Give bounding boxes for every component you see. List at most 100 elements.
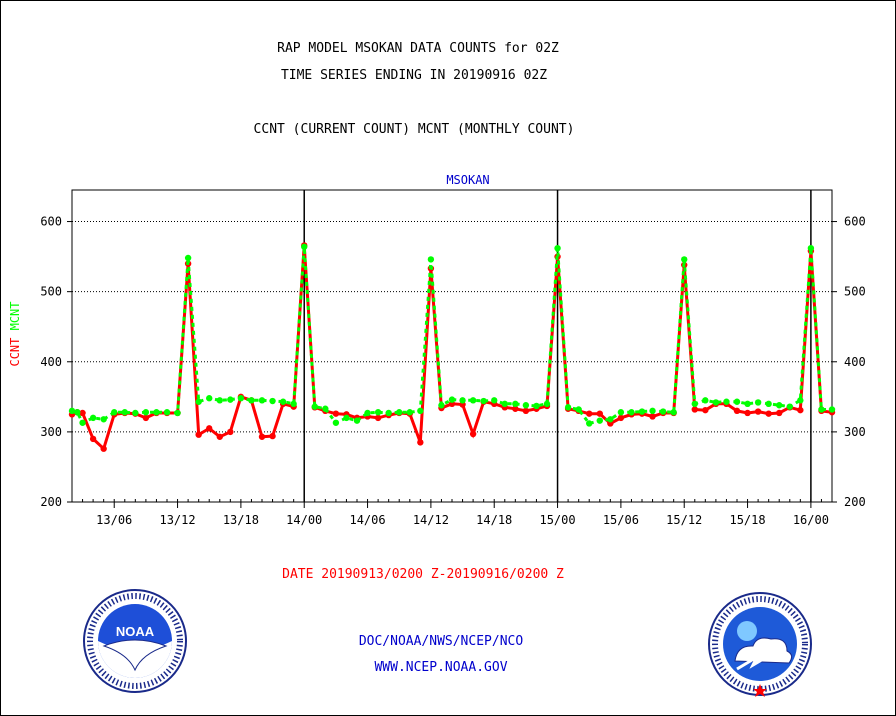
data-point-mcnt: [723, 398, 730, 405]
data-point-mcnt: [501, 400, 508, 408]
data-point-mcnt: [153, 409, 160, 416]
noaa-logo-icon: NOAA: [83, 589, 187, 693]
data-point-ccnt: [89, 435, 97, 443]
y-axis-label-mcnt: MCNT: [8, 301, 22, 330]
y-axis-label-ccnt: CCNT: [8, 330, 22, 366]
y-tick-label-left: 600: [40, 215, 62, 229]
data-point-mcnt: [417, 407, 424, 415]
data-point-mcnt: [237, 395, 245, 402]
chart-title-line1: RAP MODEL MSOKAN DATA COUNTS for 02Z: [277, 41, 559, 56]
data-point-mcnt: [512, 400, 519, 408]
data-point-ccnt: [649, 413, 656, 420]
data-point-mcnt: [184, 254, 192, 262]
data-point-mcnt: [74, 409, 81, 416]
data-point-mcnt: [322, 405, 329, 412]
data-point-ccnt: [269, 432, 276, 440]
data-point-mcnt: [765, 400, 772, 408]
data-point-mcnt: [142, 409, 150, 416]
data-point-mcnt: [248, 397, 255, 404]
data-point-mcnt: [438, 402, 445, 409]
data-point-mcnt: [279, 398, 287, 405]
data-point-mcnt: [754, 399, 762, 406]
y-tick-label-right: 600: [844, 215, 866, 229]
data-point-mcnt: [564, 404, 572, 411]
data-point-mcnt: [744, 400, 751, 408]
data-point-ccnt: [754, 408, 762, 415]
data-point-mcnt: [818, 406, 825, 413]
data-point-ccnt: [691, 406, 698, 413]
data-point-mcnt: [459, 397, 466, 404]
series-line-ccnt: [71, 245, 833, 452]
data-point-mcnt: [68, 407, 76, 415]
footer-org-line: DOC/NOAA/NWS/NCEP/NCO: [358, 634, 524, 649]
data-point-ccnt: [469, 430, 477, 438]
data-point-ccnt: [100, 445, 107, 452]
data-point-mcnt: [617, 409, 625, 416]
data-point-mcnt: [828, 406, 836, 413]
data-point-mcnt: [79, 419, 86, 426]
data-point-ccnt: [596, 410, 603, 417]
data-point-mcnt: [111, 409, 118, 416]
x-tick-label: 14/06: [349, 513, 385, 527]
data-point-mcnt: [448, 396, 456, 403]
data-point-mcnt: [427, 256, 435, 263]
plot-title: MSOKAN: [446, 173, 489, 187]
data-point-mcnt: [227, 396, 234, 403]
data-point-mcnt: [670, 409, 677, 416]
data-point-mcnt: [712, 399, 720, 406]
data-point-ccnt: [776, 409, 783, 417]
data-point-mcnt: [649, 407, 656, 415]
data-point-mcnt: [681, 256, 688, 263]
data-point-mcnt: [702, 397, 709, 404]
x-tick-label: 15/18: [729, 513, 765, 527]
data-point-mcnt: [797, 397, 804, 404]
data-point-ccnt: [733, 407, 741, 415]
chart-title-line2: TIME SERIES ENDING IN 20190916 02Z: [280, 68, 548, 83]
y-tick-label-right: 300: [844, 425, 866, 439]
data-point-mcnt: [374, 409, 382, 416]
data-point-ccnt: [142, 414, 150, 422]
x-tick-label: 14/12: [413, 513, 449, 527]
data-point-mcnt: [174, 409, 181, 417]
data-point-mcnt: [469, 397, 477, 404]
y-tick-label-left: 200: [40, 495, 62, 509]
chart-subtitle: CCNT (CURRENT COUNT) MCNT (MONTHLY COUNT…: [253, 122, 575, 137]
y-tick-label-left: 300: [40, 425, 62, 439]
data-point-mcnt: [554, 244, 561, 252]
nws-logo-icon: [708, 592, 812, 697]
data-point-mcnt: [311, 403, 318, 410]
data-point-ccnt: [617, 414, 625, 422]
data-point-mcnt: [638, 408, 646, 415]
data-point-mcnt: [121, 409, 128, 416]
data-point-mcnt: [385, 409, 392, 417]
date-range-label: DATE 20190913/0200 Z-20190916/0200 Z: [282, 567, 564, 582]
data-point-mcnt: [776, 402, 783, 409]
data-point-ccnt: [79, 409, 86, 417]
data-point-mcnt: [607, 416, 614, 423]
data-point-mcnt: [100, 416, 107, 423]
data-point-mcnt: [89, 414, 97, 422]
data-point-ccnt: [206, 425, 213, 432]
data-point-ccnt: [216, 433, 223, 440]
noaa-center-text: NOAA: [116, 624, 155, 639]
data-point-mcnt: [353, 417, 361, 424]
y-tick-label-left: 400: [40, 355, 62, 369]
data-point-mcnt: [332, 419, 340, 426]
data-point-mcnt: [163, 409, 171, 416]
x-tick-label: 14/00: [286, 513, 322, 527]
data-point-mcnt: [480, 397, 487, 405]
data-point-mcnt: [258, 397, 266, 404]
data-point-ccnt: [258, 433, 266, 440]
data-point-mcnt: [596, 417, 603, 424]
x-tick-label: 15/12: [666, 513, 702, 527]
data-point-mcnt: [575, 406, 582, 413]
data-point-ccnt: [586, 410, 593, 417]
y-axis-label: CCNT MCNT: [8, 301, 22, 366]
data-point-ccnt: [797, 406, 804, 414]
data-point-mcnt: [659, 408, 667, 415]
x-tick-label: 14/18: [476, 513, 512, 527]
data-point-mcnt: [807, 244, 815, 252]
data-point-mcnt: [396, 409, 403, 416]
data-point-ccnt: [522, 407, 530, 415]
